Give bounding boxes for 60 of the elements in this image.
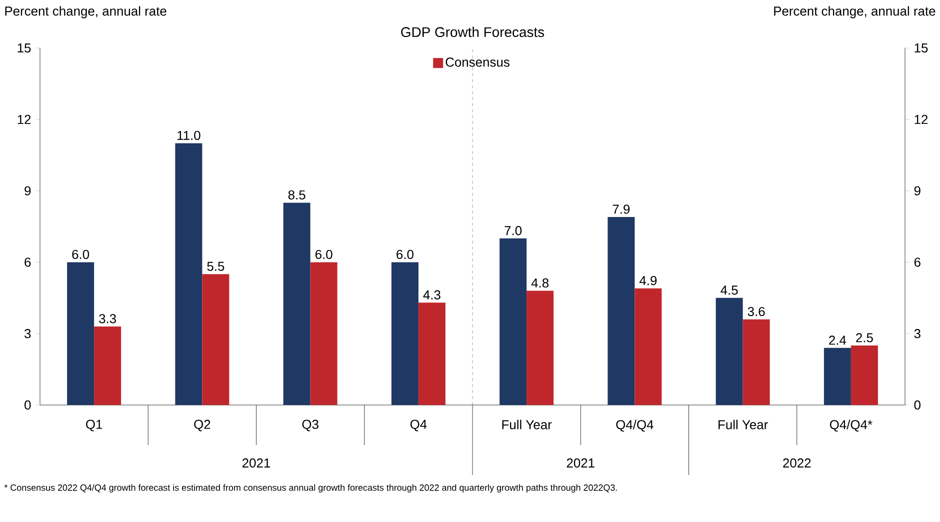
data-label: 6.0	[396, 250, 414, 259]
text: * Consensus 2022 Q4/Q4 growth forecast is estimated from consensus annual growth forecasts through 2022 and quarterly growth paths through 2022Q3.	[4, 484, 617, 493]
chart-title: GDP Growth Forecasts	[401, 26, 544, 38]
bar	[850, 346, 878, 405]
text: 2021	[242, 458, 270, 468]
bar	[310, 262, 338, 405]
y-tick-label: 9	[914, 186, 920, 196]
x-tick-label: Q1	[86, 420, 102, 432]
bar	[94, 326, 122, 405]
x-tick-label: Q2	[194, 420, 210, 432]
y-tick-label: 15	[914, 43, 928, 53]
data-label: 6.0	[315, 250, 332, 259]
x-tick-label: Q4	[410, 420, 427, 432]
y-tick-label: 6	[914, 258, 920, 267]
bar	[716, 298, 743, 405]
y-tick-label: 3	[914, 329, 920, 338]
y-tick-label: 0	[914, 400, 920, 410]
text: Percent change, annual rate	[774, 6, 936, 18]
data-label: 7.0	[504, 226, 522, 236]
bar	[67, 262, 94, 405]
data-label: 4.8	[531, 278, 549, 288]
data-label: 11.0	[178, 130, 200, 140]
data-label: 3.3	[99, 314, 116, 324]
x-tick-label: Q4/Q4	[616, 420, 654, 432]
y2-tick-label: 6	[24, 258, 31, 267]
bar	[391, 262, 418, 405]
x-tick-label: Q4/Q4*	[830, 420, 872, 432]
bar	[742, 319, 770, 405]
data-label: 8.5	[288, 190, 306, 200]
data-label: 2.4	[829, 336, 846, 345]
data-label: 5.5	[207, 262, 224, 271]
bar	[824, 348, 851, 405]
bar	[608, 216, 635, 405]
text: Percent change, annual rate	[5, 6, 166, 18]
bar	[418, 302, 446, 405]
data-label: 2.5	[856, 333, 873, 342]
bar	[526, 290, 554, 405]
data-label: 6.0	[72, 250, 90, 259]
y2-tick-label: 9	[24, 186, 31, 196]
y-tick-label: 12	[914, 114, 928, 124]
text: 2022	[783, 458, 811, 468]
bar	[175, 143, 202, 405]
y2-tick-label: 3	[24, 329, 31, 338]
x-tick-label: Full Year	[718, 420, 768, 430]
bar	[634, 288, 662, 405]
data-label: 7.9	[612, 204, 630, 214]
x-tick-label: Full Year	[502, 420, 552, 430]
y2-tick-label: 15	[18, 43, 31, 53]
data-label: 4.9	[639, 276, 657, 286]
y2-tick-label: 0	[24, 400, 31, 410]
bar	[283, 202, 310, 405]
bar	[202, 274, 230, 405]
x-tick-label: Q3	[302, 420, 318, 432]
bar	[500, 238, 527, 405]
data-label: 4.3	[423, 290, 440, 300]
legend-label: Consensus	[446, 58, 510, 67]
data-label: 3.6	[748, 306, 765, 316]
y2-tick-label: 12	[18, 114, 31, 124]
data-label: 4.5	[720, 286, 738, 295]
text: 2021	[566, 458, 594, 468]
